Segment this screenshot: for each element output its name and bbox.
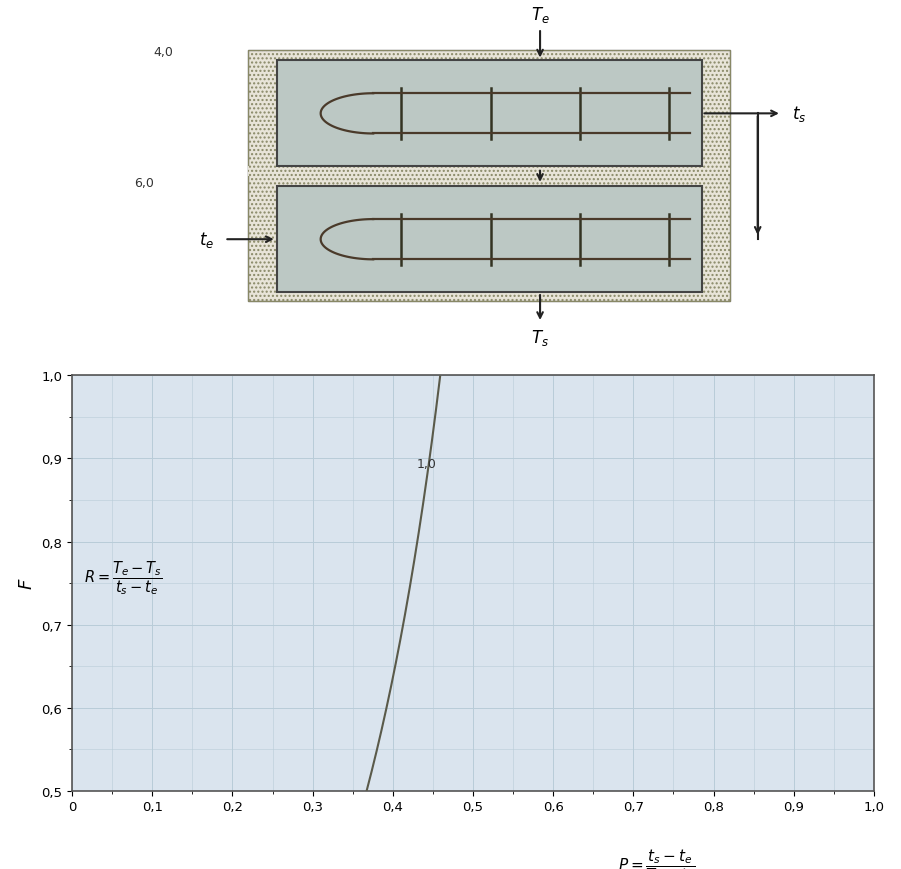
Text: 4,0: 4,0 [153, 46, 173, 59]
Text: $T_s$: $T_s$ [531, 327, 549, 347]
Text: $P = \dfrac{t_s - t_e}{T_e - t_e}$: $P = \dfrac{t_s - t_e}{T_e - t_e}$ [618, 846, 696, 869]
Bar [249, 167, 730, 176]
Text: $R = \dfrac{T_e - T_s}{t_s - t_e}$: $R = \dfrac{T_e - T_s}{t_s - t_e}$ [84, 559, 162, 596]
Y-axis label: $F$: $F$ [18, 577, 36, 590]
Bar [249, 50, 730, 302]
Bar [277, 187, 702, 293]
Text: $T_e$: $T_e$ [531, 5, 550, 25]
Bar [249, 167, 730, 176]
Bar [249, 50, 730, 302]
Text: $t_s$: $t_s$ [792, 104, 806, 124]
Text: 6,0: 6,0 [134, 176, 154, 189]
Bar [277, 62, 702, 167]
Text: 1,0: 1,0 [417, 458, 437, 471]
Text: $t_e$: $t_e$ [199, 230, 214, 250]
